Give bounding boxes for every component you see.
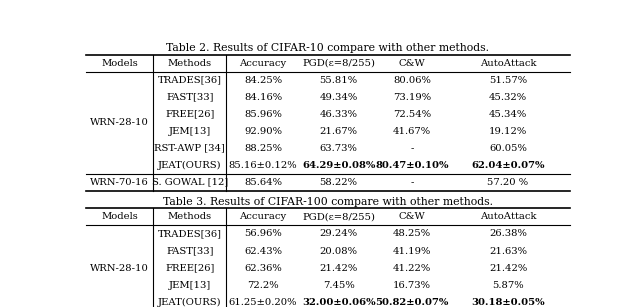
Text: PGD(ε=8/255): PGD(ε=8/255) (302, 212, 375, 221)
Text: 32.00±0.06%: 32.00±0.06% (302, 297, 376, 307)
Text: WRN-28-10: WRN-28-10 (90, 263, 149, 273)
Text: Methods: Methods (168, 212, 212, 221)
Text: 84.16%: 84.16% (244, 93, 282, 102)
Text: 88.25%: 88.25% (244, 144, 282, 153)
Text: C&W: C&W (399, 59, 425, 68)
Text: 29.24%: 29.24% (319, 230, 358, 239)
Text: C&W: C&W (399, 212, 425, 221)
Text: 41.19%: 41.19% (392, 247, 431, 255)
Text: TRADES[36]: TRADES[36] (158, 76, 222, 85)
Text: WRN-28-10: WRN-28-10 (90, 118, 149, 127)
Text: 49.34%: 49.34% (319, 93, 358, 102)
Text: JEAT(OURS): JEAT(OURS) (158, 297, 221, 307)
Text: 80.47±0.10%: 80.47±0.10% (375, 161, 449, 170)
Text: WRN-70-16: WRN-70-16 (90, 178, 149, 187)
Text: 56.96%: 56.96% (244, 230, 282, 239)
Text: JEM[13]: JEM[13] (169, 281, 211, 290)
Text: 85.96%: 85.96% (244, 110, 282, 119)
Text: Accuracy: Accuracy (239, 212, 287, 221)
Text: 45.32%: 45.32% (489, 93, 527, 102)
Text: 16.73%: 16.73% (393, 281, 431, 290)
Text: Models: Models (101, 212, 138, 221)
Text: -: - (410, 144, 413, 153)
Text: PGD(ε=8/255): PGD(ε=8/255) (302, 59, 375, 68)
Text: AutoAttack: AutoAttack (480, 59, 536, 68)
Text: 84.25%: 84.25% (244, 76, 282, 85)
Text: 21.63%: 21.63% (489, 247, 527, 255)
Text: 92.90%: 92.90% (244, 127, 282, 136)
Text: 5.87%: 5.87% (492, 281, 524, 290)
Text: 64.29±0.08%: 64.29±0.08% (302, 161, 375, 170)
Text: 21.67%: 21.67% (319, 127, 358, 136)
Text: 72.2%: 72.2% (247, 281, 279, 290)
Text: 48.25%: 48.25% (393, 230, 431, 239)
Text: 21.42%: 21.42% (489, 263, 527, 273)
Text: RST-AWP [34]: RST-AWP [34] (154, 144, 225, 153)
Text: Table 2. Results of CIFAR-10 compare with other methods.: Table 2. Results of CIFAR-10 compare wit… (166, 43, 490, 53)
Text: JEM[13]: JEM[13] (169, 127, 211, 136)
Text: FREE[26]: FREE[26] (165, 110, 214, 119)
Text: 20.08%: 20.08% (319, 247, 358, 255)
Text: 26.38%: 26.38% (489, 230, 527, 239)
Text: 80.06%: 80.06% (393, 76, 431, 85)
Text: -: - (410, 178, 413, 187)
Text: 61.25±0.20%: 61.25±0.20% (228, 297, 297, 307)
Text: 73.19%: 73.19% (393, 93, 431, 102)
Text: Models: Models (101, 59, 138, 68)
Text: FAST[33]: FAST[33] (166, 93, 214, 102)
Text: 50.82±0.07%: 50.82±0.07% (375, 297, 449, 307)
Text: JEAT(OURS): JEAT(OURS) (158, 161, 221, 170)
Text: 57.20 %: 57.20 % (488, 178, 529, 187)
Text: TRADES[36]: TRADES[36] (158, 230, 222, 239)
Text: S. GOWAL [12]: S. GOWAL [12] (152, 178, 228, 187)
Text: 21.42%: 21.42% (319, 263, 358, 273)
Text: 62.43%: 62.43% (244, 247, 282, 255)
Text: 46.33%: 46.33% (319, 110, 358, 119)
Text: 19.12%: 19.12% (489, 127, 527, 136)
Text: Accuracy: Accuracy (239, 59, 287, 68)
Text: 60.05%: 60.05% (489, 144, 527, 153)
Text: 51.57%: 51.57% (489, 76, 527, 85)
Text: Methods: Methods (168, 59, 212, 68)
Text: 72.54%: 72.54% (393, 110, 431, 119)
Text: 55.81%: 55.81% (319, 76, 358, 85)
Text: 41.22%: 41.22% (393, 263, 431, 273)
Text: 30.18±0.05%: 30.18±0.05% (471, 297, 545, 307)
Text: 7.45%: 7.45% (323, 281, 355, 290)
Text: 58.22%: 58.22% (319, 178, 358, 187)
Text: AutoAttack: AutoAttack (480, 212, 536, 221)
Text: 63.73%: 63.73% (320, 144, 358, 153)
Text: Table 3. Results of CIFAR-100 compare with other methods.: Table 3. Results of CIFAR-100 compare wi… (163, 196, 493, 207)
Text: FREE[26]: FREE[26] (165, 263, 214, 273)
Text: 85.16±0.12%: 85.16±0.12% (228, 161, 298, 170)
Text: 85.64%: 85.64% (244, 178, 282, 187)
Text: 62.04±0.07%: 62.04±0.07% (471, 161, 545, 170)
Text: 62.36%: 62.36% (244, 263, 282, 273)
Text: 41.67%: 41.67% (393, 127, 431, 136)
Text: 45.34%: 45.34% (489, 110, 527, 119)
Text: FAST[33]: FAST[33] (166, 247, 214, 255)
